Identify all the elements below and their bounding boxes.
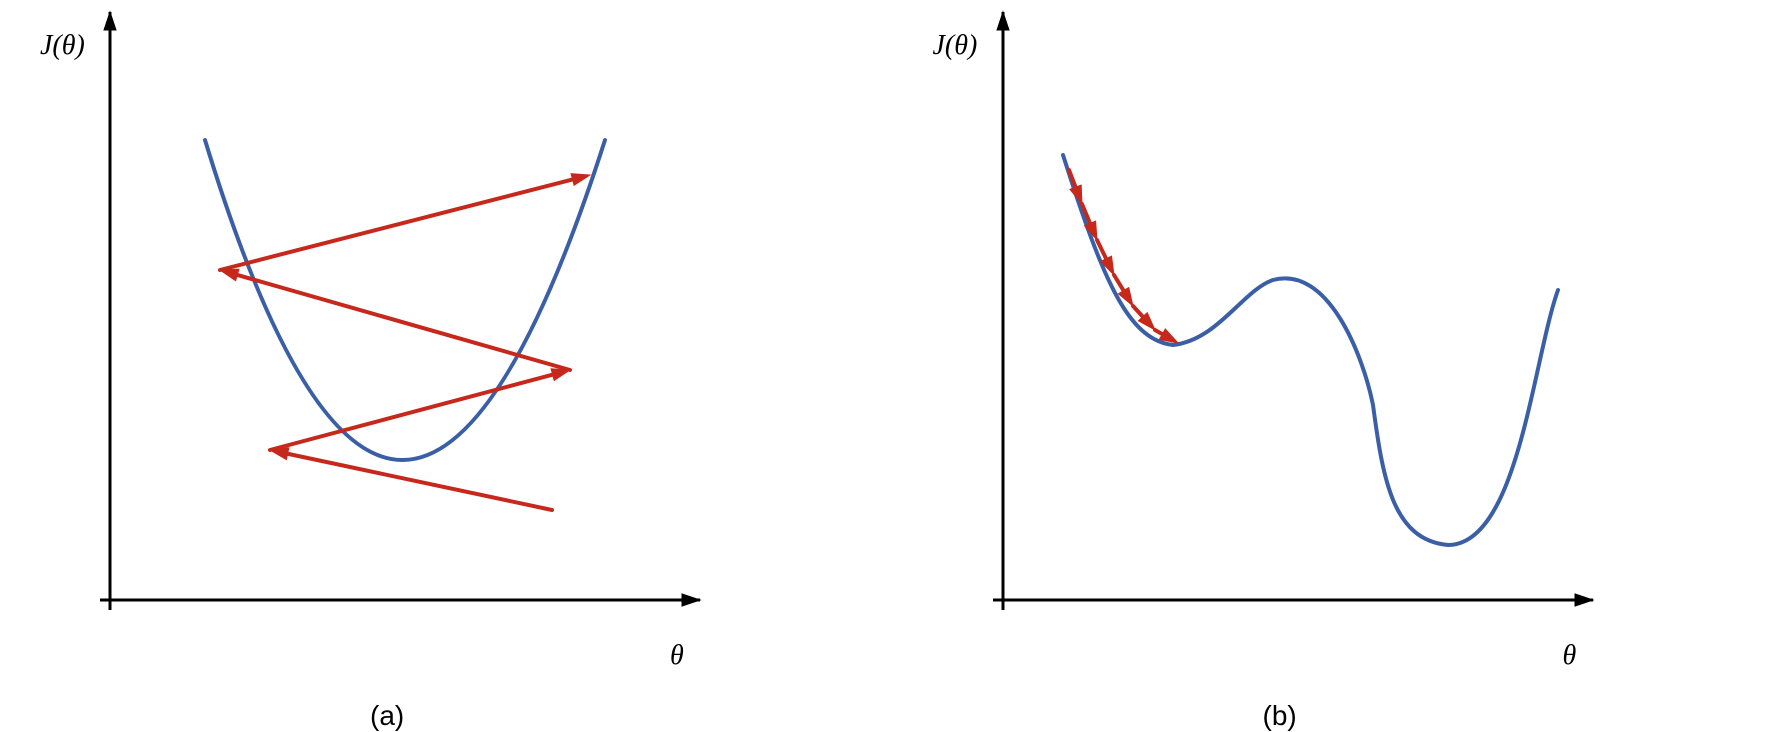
panel-a-caption: (a) <box>370 700 404 732</box>
panel-b-xlabel: θ <box>1563 640 1577 672</box>
panel-a: J(θ) θ (a) <box>0 0 893 729</box>
panel-b-ylabel: J(θ) <box>933 30 978 62</box>
panel-b-caption: (b) <box>1263 700 1297 732</box>
panel-b-svg <box>893 0 1785 729</box>
figure-container: J(θ) θ (a) J(θ) θ (b) <box>0 0 1785 729</box>
panel-a-xlabel: θ <box>670 640 684 672</box>
panel-a-ylabel: J(θ) <box>40 30 85 62</box>
panel-a-svg <box>0 0 892 729</box>
panel-b: J(θ) θ (b) <box>893 0 1785 729</box>
